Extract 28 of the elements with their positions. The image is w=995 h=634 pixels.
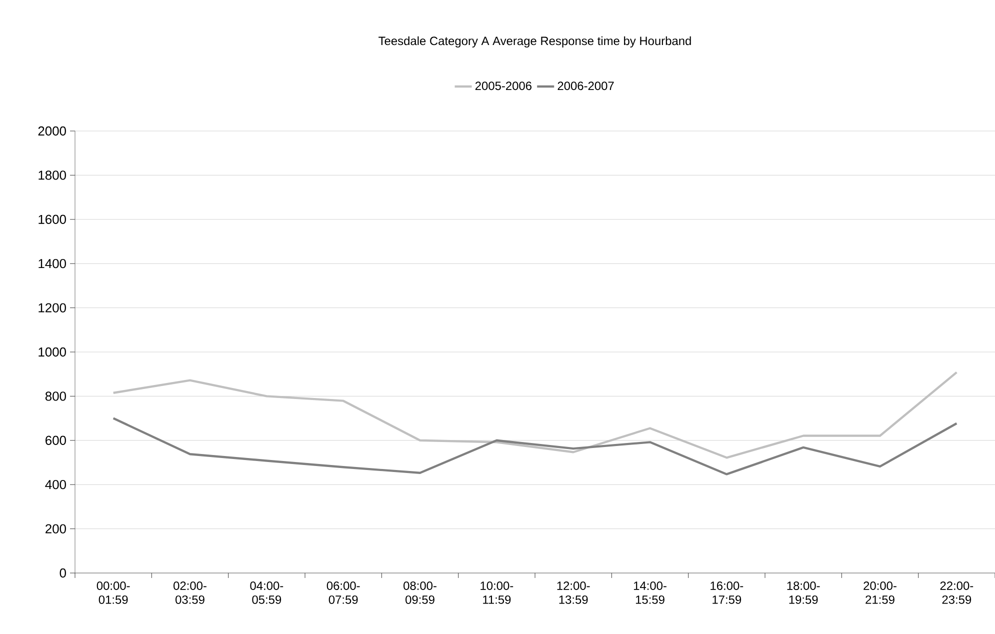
x-tick-label: 10:00-11:59 <box>480 582 514 604</box>
x-tick-label: 22:00-23:59 <box>940 582 974 604</box>
x-tick-label: 20:00-21:59 <box>864 582 896 604</box>
legend-label: 2005-2006 <box>475 82 532 90</box>
y-tick-label: 1000 <box>38 347 66 357</box>
x-tick-label: 06:00-07:59 <box>326 582 360 604</box>
y-tick-label: 1400 <box>38 259 66 268</box>
chart-title: Teesdale Category A Average Response time by Hourband <box>378 36 691 48</box>
y-tick-label: 1200 <box>38 303 66 312</box>
line-series <box>112 371 958 459</box>
x-tick-label: 18:00-19:59 <box>787 582 820 604</box>
y-tick-label: 1800 <box>38 170 66 180</box>
y-tick-label: 400 <box>45 480 66 490</box>
x-tick-label: 12:00-13:59 <box>557 582 590 604</box>
x-tick-label: 00:00-01:59 <box>96 582 130 604</box>
x-tick-label: 08:00-09:59 <box>404 582 436 604</box>
y-tick-label: 800 <box>45 392 66 401</box>
x-tick-label: 04:00-05:59 <box>250 582 284 604</box>
y-tick-label: 200 <box>46 524 66 534</box>
legend-label: 2006-2007 <box>558 82 614 90</box>
y-tick-label: 0 <box>60 568 66 578</box>
line-series <box>112 417 958 476</box>
y-tick-label: 600 <box>46 436 66 445</box>
x-tick-label: 14:00-15:59 <box>634 582 666 604</box>
y-tick-label: 1600 <box>38 214 66 224</box>
y-tick-label: 2000 <box>38 126 66 136</box>
x-tick-label: 16:00-17:59 <box>710 582 744 604</box>
x-tick-label: 02:00-03:59 <box>174 582 206 604</box>
